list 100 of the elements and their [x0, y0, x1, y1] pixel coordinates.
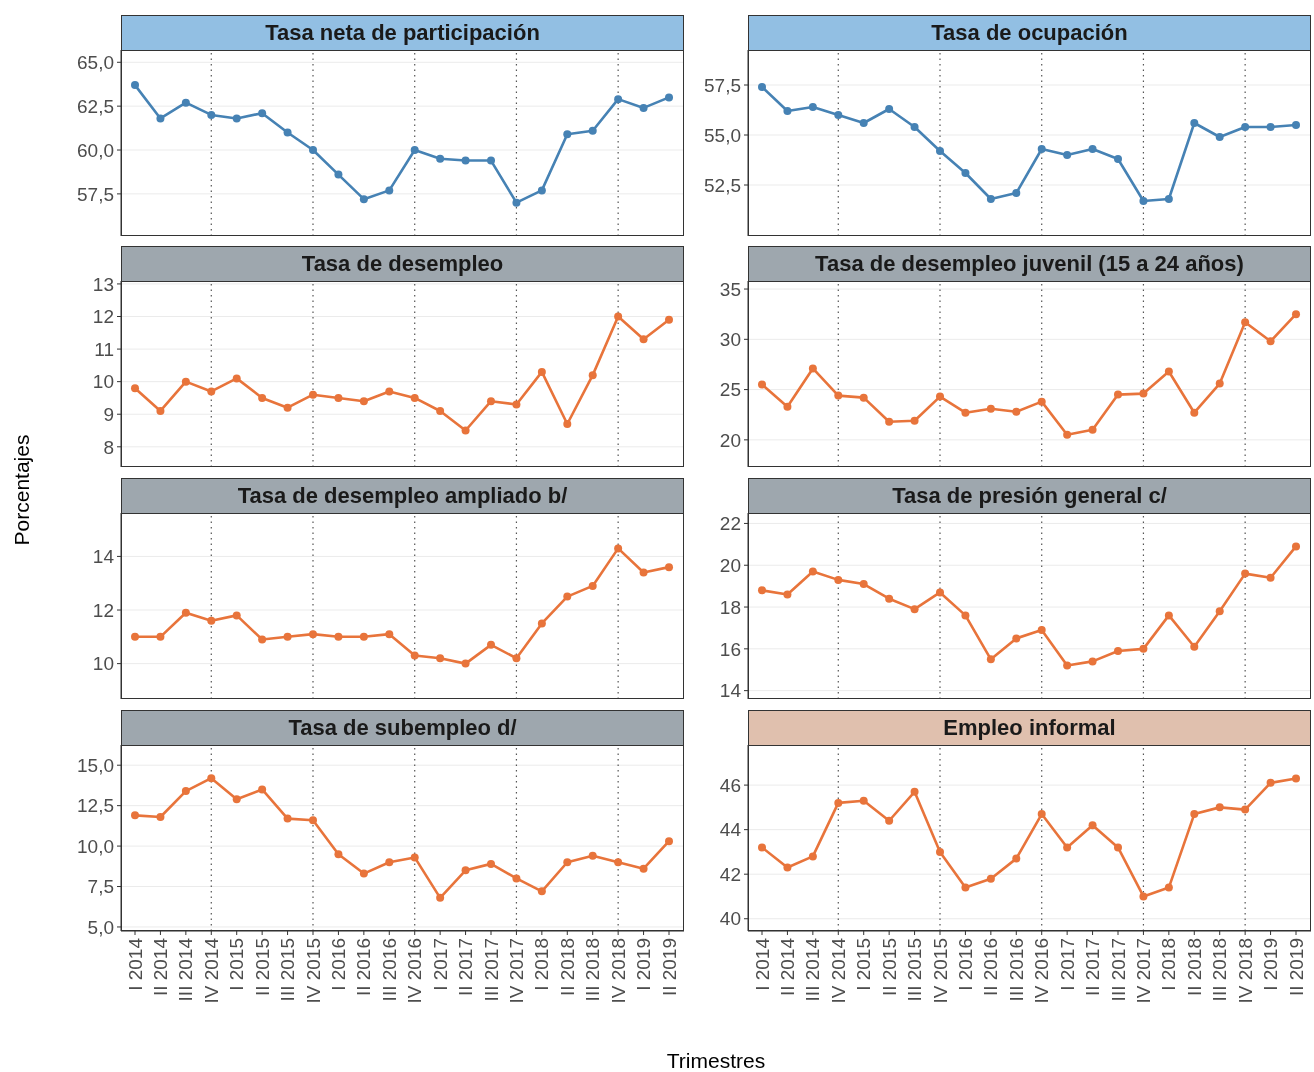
point [487, 640, 495, 649]
point [936, 147, 944, 155]
point [1139, 197, 1148, 205]
point [563, 592, 572, 601]
point [758, 83, 766, 91]
x-tick-label: II 2015 [251, 938, 273, 997]
point [885, 816, 894, 825]
chart-title: Tasa de desempleo [301, 251, 504, 277]
y-tick-label: 52,5 [704, 174, 741, 196]
y-tick-label: 35 [719, 278, 741, 300]
y-tick-label: 62,5 [77, 95, 114, 117]
y-tick-label: 10 [92, 653, 114, 675]
point [512, 874, 521, 883]
x-tick-label: III 2017 [480, 938, 502, 1002]
point [1241, 569, 1250, 578]
y-axis-title: Porcentajes [10, 434, 33, 546]
chart-title: Tasa de desempleo juvenil (15 a 24 años) [815, 251, 1244, 277]
x-tick-label: IV 2017 [1132, 938, 1154, 1004]
x-tick-label: I 2015 [226, 938, 248, 991]
point [334, 170, 343, 179]
x-tick-label: IV 2018 [1234, 938, 1256, 1004]
x-tick-label: III 2015 [277, 938, 299, 1002]
y-tick-label: 44 [719, 819, 742, 841]
point [639, 864, 648, 873]
point [808, 103, 817, 111]
point [1190, 408, 1199, 417]
point [436, 654, 445, 663]
x-tick-label: IV 2015 [929, 938, 951, 1004]
point [834, 391, 843, 400]
point [512, 198, 521, 207]
point [410, 393, 419, 402]
point [961, 408, 970, 417]
point [461, 659, 470, 668]
point [1190, 810, 1199, 819]
point [665, 93, 673, 102]
point [1215, 607, 1224, 616]
point [385, 387, 394, 396]
y-tick-label: 7,5 [87, 876, 114, 898]
x-tick-label: III 2017 [1107, 938, 1129, 1002]
point [156, 406, 165, 415]
point [436, 406, 445, 415]
x-tick-label: I 2017 [429, 938, 451, 991]
x-axis-title: Trimestres [666, 1049, 766, 1072]
point [639, 568, 648, 577]
point [614, 858, 623, 867]
point [410, 146, 419, 155]
point [961, 169, 970, 177]
point [961, 611, 970, 620]
chart-title: Tasa neta de participación [265, 20, 540, 46]
point [309, 390, 317, 399]
point [639, 103, 648, 112]
point [614, 95, 623, 104]
x-tick-label: I 2018 [1158, 938, 1180, 991]
point [1088, 821, 1097, 830]
point [1114, 390, 1122, 399]
y-tick-label: 42 [719, 863, 741, 885]
point [537, 186, 546, 195]
point [283, 632, 292, 641]
x-tick-label: I 2018 [531, 938, 553, 991]
x-tick-label: II 2018 [556, 938, 578, 997]
point [1164, 367, 1173, 376]
point [1037, 626, 1046, 635]
x-tick-label: IV 2014 [200, 937, 222, 1004]
point [537, 619, 546, 628]
point [309, 146, 317, 155]
x-tick-label: II 2017 [455, 938, 477, 997]
point [665, 563, 673, 572]
y-tick-label: 11 [94, 338, 114, 360]
point [487, 397, 495, 406]
point [910, 787, 919, 796]
y-tick-label: 12,5 [77, 795, 114, 817]
x-tick-label: II 2019 [1285, 938, 1307, 997]
point [156, 812, 165, 821]
x-tick-label: I 2014 [751, 937, 773, 991]
point [1190, 119, 1199, 127]
point [1266, 778, 1275, 787]
chart-title: Tasa de subempleo d/ [288, 715, 517, 741]
point [131, 811, 139, 820]
point [232, 374, 241, 383]
point [258, 393, 267, 402]
point [232, 114, 241, 123]
x-tick-label: II 2016 [980, 938, 1002, 997]
point [834, 111, 843, 119]
y-tick-label: 18 [719, 596, 741, 618]
chart-title: Tasa de desempleo ampliado b/ [237, 483, 568, 509]
point [986, 195, 995, 203]
point [207, 774, 216, 783]
x-tick-label: I 2014 [124, 937, 146, 991]
point [1215, 379, 1224, 388]
x-tick-label: II 2014 [149, 937, 171, 997]
point [1037, 810, 1046, 819]
point [665, 315, 673, 324]
y-tick-label: 22 [719, 513, 741, 535]
y-tick-label: 10,0 [77, 835, 114, 857]
point [1037, 397, 1046, 406]
y-tick-label: 16 [719, 638, 741, 660]
x-tick-label: III 2014 [802, 937, 824, 1002]
point [1241, 318, 1250, 327]
point [461, 156, 470, 165]
point [834, 575, 843, 584]
